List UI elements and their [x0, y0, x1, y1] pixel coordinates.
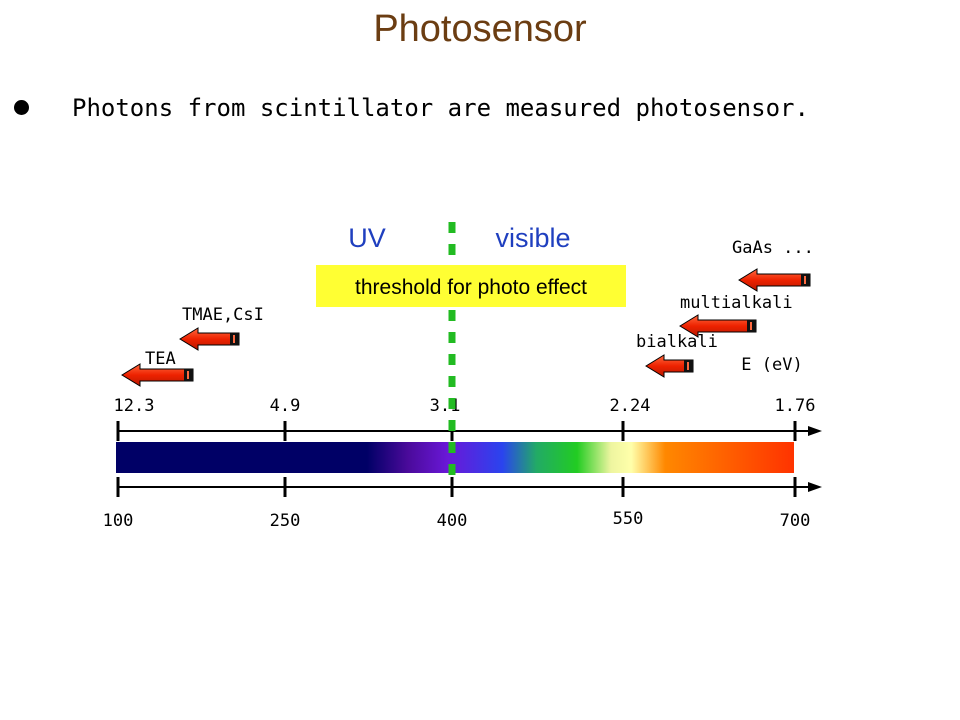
arrow-multialkali	[679, 314, 757, 338]
arrow-bialkali	[645, 354, 694, 378]
wavelength-tick-label: 400	[437, 511, 468, 531]
sensor-label-multialkali: multialkali	[680, 293, 793, 313]
sensor-label-bialkali: bialkali	[636, 332, 718, 352]
threshold-label: threshold for photo effect	[355, 276, 587, 299]
threshold-label-box	[316, 265, 626, 307]
arrow-tmae-csi	[179, 327, 240, 351]
sensor-label-tmae-csi: TMAE,CsI	[182, 305, 264, 325]
energy-tick-label: 1.76	[775, 396, 816, 416]
energy-tick-label: 2.24	[610, 396, 651, 416]
visible-label: visible	[495, 223, 570, 253]
energy-axis-label: E (eV)	[741, 355, 802, 375]
arrow-gaas	[738, 268, 811, 292]
wavelength-tick-label: 100	[103, 511, 134, 531]
slide-title: Photosensor	[373, 8, 587, 50]
energy-tick-label: 4.9	[270, 396, 301, 416]
wavelength-tick-label: 550	[613, 509, 644, 529]
wavelength-tick-label: 250	[270, 511, 301, 531]
sensor-label-gaas: GaAs ...	[732, 238, 814, 258]
energy-axis: 12.3 4.9 3.1 2.24 1.76 E (eV)	[114, 355, 822, 441]
arrow-tea	[121, 363, 194, 387]
sensor-label-tea: TEA	[145, 349, 176, 369]
wavelength-tick-label: 700	[780, 511, 811, 531]
bullet-dot	[14, 100, 29, 115]
bullet-text: Photons from scintillator are measured p…	[72, 94, 809, 122]
energy-tick-label: 12.3	[114, 396, 155, 416]
wavelength-axis: 100 250 400 550 700	[103, 477, 822, 531]
uv-label: UV	[348, 223, 386, 253]
energy-tick-label: 3.1	[430, 396, 461, 416]
